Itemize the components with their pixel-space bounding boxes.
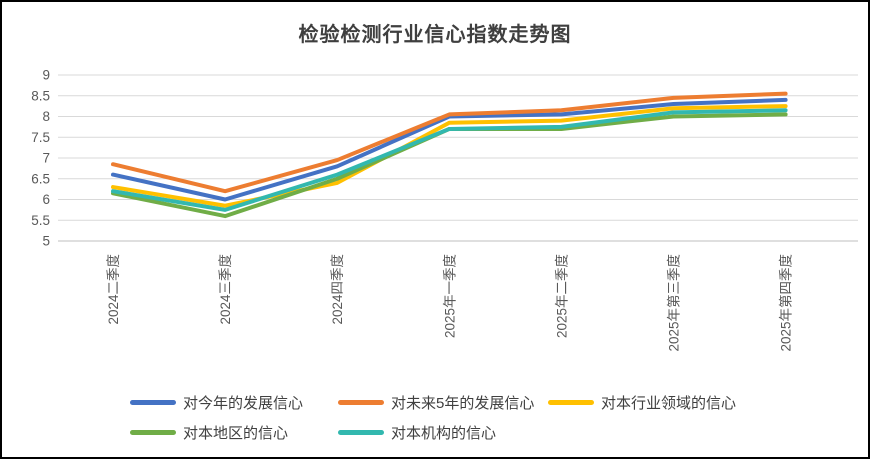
legend-line-swatch-green [130, 429, 176, 435]
legend-label: 对本机构的信心 [391, 424, 497, 442]
y-tick-label: 7.5 [31, 130, 50, 145]
legend-item-series-4: 对本机构的信心 [338, 423, 497, 442]
x-tick-label: 2025年一季度 [442, 254, 457, 338]
chart-title: 检验检测行业信心指数走势图 [298, 22, 572, 46]
y-tick-label: 7 [42, 151, 50, 166]
legend-label: 对本地区的信心 [183, 424, 289, 442]
legend-line-swatch-blue [130, 399, 176, 405]
legend-label: 对今年的发展信心 [183, 394, 304, 412]
legend-line-swatch-yellow [548, 399, 594, 405]
x-tick-label: 2025年第四季度 [778, 254, 794, 352]
legend-item-series-3: 对本地区的信心 [130, 423, 289, 442]
y-tick-label: 9 [42, 68, 50, 83]
legend-line-swatch-orange [338, 399, 384, 405]
legend-item-series-1: 对未来5年的发展信心 [338, 393, 535, 412]
x-tick-label: 2024二季度 [106, 254, 121, 325]
y-tick-label: 6.5 [31, 171, 50, 186]
legend-item-series-0: 对今年的发展信心 [130, 393, 304, 412]
legend-label: 对本行业领域的信心 [601, 394, 737, 412]
series-line-1 [111, 91, 788, 194]
line-chart-plot-area: 9 8.5 8 7.5 7 6.5 6 5.5 5 2024二季度 2024三季度 2024四季度 20… [31, 68, 858, 352]
legend-line-swatch-teal [338, 429, 384, 435]
y-tick-label: 5 [42, 234, 50, 249]
y-tick-label: 8.5 [31, 88, 50, 103]
x-tick-label: 2025年二季度 [554, 254, 569, 338]
series-line-4 [111, 108, 788, 212]
x-tick-label: 2024三季度 [218, 254, 233, 325]
y-tick-label: 5.5 [31, 213, 50, 228]
series-line-2 [111, 104, 788, 208]
legend-item-series-2: 对本行业领域的信心 [548, 393, 737, 412]
y-tick-label: 6 [42, 192, 50, 207]
y-tick-label: 8 [42, 109, 50, 124]
x-tick-label: 2024四季度 [330, 254, 345, 325]
x-tick-label: 2025年第三季度 [666, 254, 682, 352]
legend-label: 对未来5年的发展信心 [391, 394, 535, 412]
